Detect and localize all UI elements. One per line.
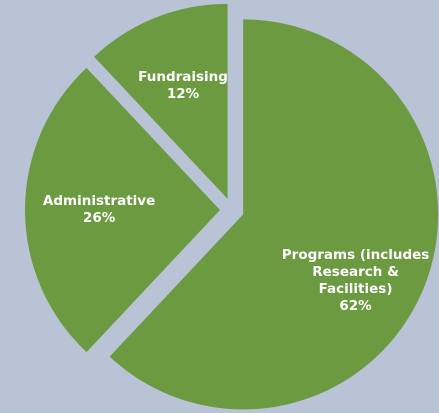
- slice-label: Administrative 26%: [24, 193, 174, 227]
- slice-value: 62%: [339, 297, 372, 314]
- slice-label: Fundraising 12%: [108, 69, 258, 103]
- slice-name: Fundraising: [138, 69, 228, 86]
- slice-label: Programs (includes Research & Facilities…: [281, 247, 431, 315]
- slice-name: Administrative: [42, 193, 156, 209]
- slice-name: Programs (includes Research & Facilities…: [281, 246, 430, 297]
- slice-value: 12%: [166, 86, 200, 103]
- pie-slice: [94, 3, 228, 199]
- pie-slice: [24, 67, 220, 353]
- pie-slice: [109, 19, 439, 410]
- slice-value: 26%: [82, 210, 116, 226]
